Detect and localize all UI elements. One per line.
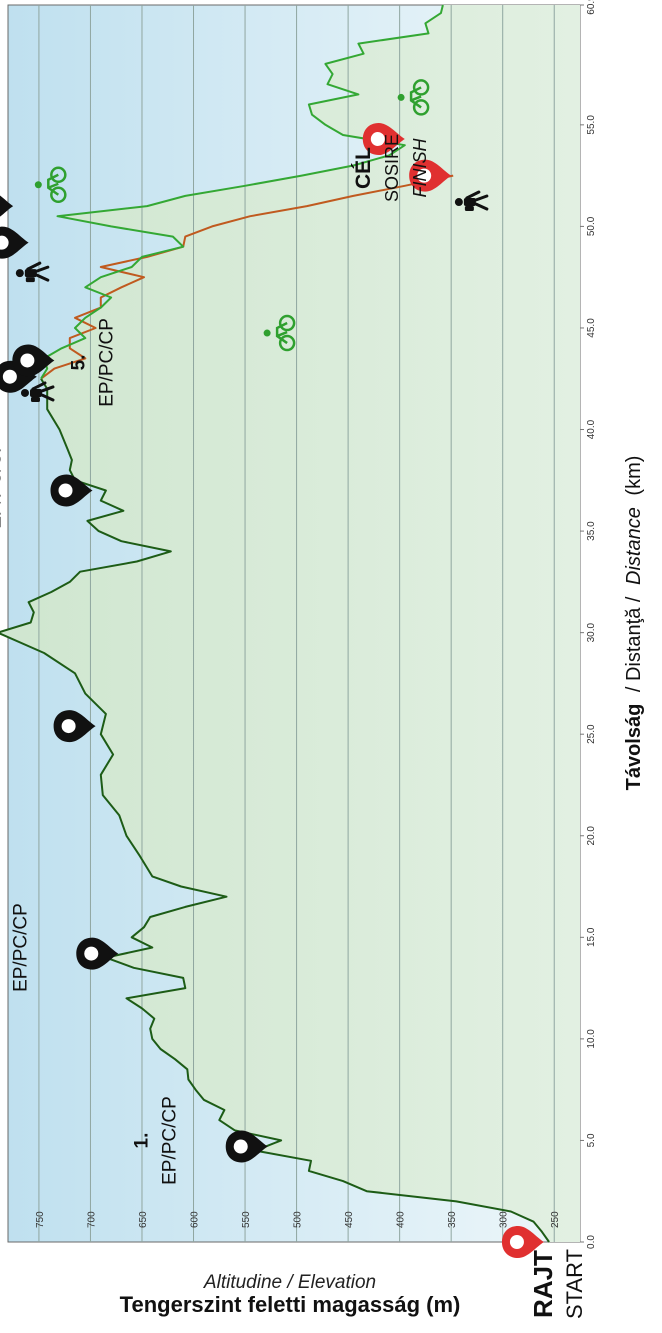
x-tick-label: 30.0 [586, 622, 597, 642]
x-tick-labels: 0.0 5.0 10.0 15.0 20.0 25.0 30.0 35.0 40.0 45.0 50… [580, 0, 597, 1249]
y-tick-label: 350 [447, 1211, 458, 1228]
x-axis-title-italic: Distance [623, 507, 645, 585]
y-tick-label: 700 [86, 1211, 97, 1228]
y-tick-label: 500 [293, 1211, 304, 1228]
checkpoint-number: 5. [68, 355, 89, 371]
checkpoint-pin-icon [12, 344, 55, 377]
finish-pin-icon [409, 159, 452, 192]
finish-label-bold: CÉL [352, 147, 375, 189]
hiker-icon [454, 190, 489, 212]
bike-icon [34, 166, 67, 204]
finish-label: SOSIRE [382, 134, 402, 202]
x-axis-title-unit: (km) [623, 456, 645, 496]
checkpoint-pin-icon [76, 937, 119, 970]
marker-label: RAJT START [528, 1249, 587, 1319]
y-tick-label: 550 [241, 1211, 252, 1228]
finish-label-italic: FINISH [410, 138, 430, 198]
marker-label: CÉL SOSIRE FINISH [352, 134, 430, 202]
marker-label: 4.EP/PC/CP [0, 440, 6, 529]
start-label-bold: RAJT [528, 1250, 558, 1318]
checkpoint-label: EP/PC/CP [0, 440, 6, 529]
y-tick-label: 300 [499, 1211, 510, 1228]
checkpoint-pin-icon [0, 226, 29, 259]
x-tick-label: 50.0 [586, 216, 597, 236]
x-tick-label: 15.0 [586, 927, 597, 947]
y-axis-subtitle: Altitudine / Elevation [203, 1272, 376, 1293]
x-tick-label: 55.0 [586, 115, 597, 135]
svg-text:Távolság / Distanţă /: Távolság / Distanţă / Distance (km) [623, 456, 645, 791]
x-tick-label: 0.0 [586, 1235, 597, 1249]
x-axis-title-rest: / Distanţă / [623, 596, 645, 692]
marker-label: 1. EP/PC/CP [132, 1096, 181, 1185]
grid-lines [38, 5, 555, 1242]
checkpoint-number: 2. [0, 940, 3, 956]
checkpoint-pin-icon [0, 190, 14, 223]
x-tick-label: 25.0 [586, 724, 597, 744]
checkpoint-pin-icon [225, 1130, 268, 1163]
hiker-icon [20, 381, 55, 402]
y-tick-label: 600 [190, 1211, 201, 1228]
finish-pin-icon [362, 123, 405, 156]
checkpoint-pin-icon [53, 710, 96, 743]
main-route-line [0, 378, 550, 1243]
y-tick-label: 250 [550, 1211, 561, 1228]
markers [0, 123, 544, 1258]
hiker-icon [15, 261, 50, 283]
elevation-area-fill [0, 5, 580, 1242]
y-axis-title: Tengerszint feletti magasság (m) [120, 1292, 461, 1317]
x-axis-title-bold: Távolság [623, 704, 645, 791]
checkpoint-pin-icon [50, 474, 93, 507]
checkpoint-label: EP/PC/CP [10, 903, 31, 992]
x-axis-title: Távolság / Distanţă / Distance (km) [623, 456, 645, 791]
finish-pin-icon [501, 1226, 544, 1258]
series-lines [0, 4, 550, 1243]
bike-route-line [40, 4, 444, 380]
y-tick-label: 750 [35, 1211, 46, 1228]
x-tick-label: 35.0 [586, 521, 597, 541]
x-tick-label: 40.0 [586, 419, 597, 439]
checkpoint-number: 1. [132, 1133, 153, 1149]
y-tick-label: 650 [138, 1211, 149, 1228]
marker-labels: RAJTSTART1.EP/PC/CP2.EP/PC/CP4.EP/PC/CP5… [0, 134, 587, 1319]
checkpoint-label: EP/PC/CP [160, 1096, 181, 1185]
route-icons [15, 79, 489, 402]
x-tick-label: 45.0 [586, 318, 597, 338]
x-tick-label: 10.0 [586, 1029, 597, 1049]
bike-icon [397, 79, 430, 116]
x-tick-label: 5.0 [586, 1133, 597, 1147]
checkpoint-label: EP/PC/CP [96, 318, 117, 407]
marker-label: 2. EP/PC/CP [0, 903, 31, 992]
x-tick-label: 20.0 [586, 826, 597, 846]
bike-icon [263, 314, 296, 352]
start-label: START [562, 1249, 587, 1319]
y-tick-labels: 250 300 350 400 450 500 550 600 650 700 750 [35, 1211, 561, 1228]
x-tick-label: 60.9 [586, 0, 597, 15]
y-tick-label: 400 [396, 1211, 407, 1228]
y-tick-label: 450 [344, 1211, 355, 1228]
marker-label: 5. EP/PC/CP [68, 318, 117, 407]
